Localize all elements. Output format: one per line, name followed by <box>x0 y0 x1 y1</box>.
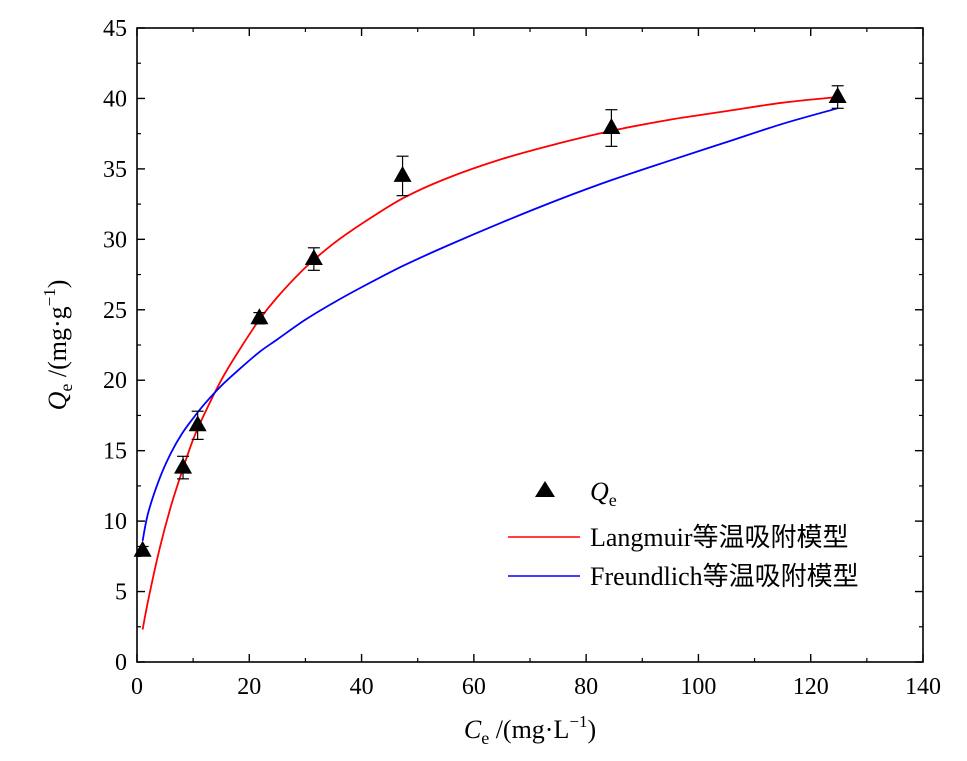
legend-label-freundlich: Freundlich等温吸附模型 <box>590 562 859 591</box>
y-tick-label: 15 <box>103 439 127 465</box>
data-point-triangle <box>304 249 323 266</box>
y-tick-label: 30 <box>103 227 127 253</box>
data-point-triangle <box>250 308 269 325</box>
y-tick-label: 45 <box>103 16 127 42</box>
y-tick-label: 20 <box>103 368 127 394</box>
data-point-triangle <box>393 165 412 182</box>
data-point-triangle <box>602 118 621 135</box>
y-tick-label: 5 <box>115 580 127 606</box>
data-point-triangle <box>828 87 847 104</box>
y-tick-label: 35 <box>103 157 127 183</box>
x-tick-label: 60 <box>462 674 486 700</box>
x-tick-label: 20 <box>237 674 261 700</box>
langmuir-fit-line <box>141 96 838 630</box>
x-tick-label: 40 <box>350 674 374 700</box>
y-tick-label: 0 <box>115 650 127 676</box>
y-tick-label: 10 <box>103 509 127 535</box>
axis-ticks: 0 20 40 60 80 100 120 140 0 5 10 15 20 25 30 35 40 45 <box>103 16 941 700</box>
chart-marks <box>133 85 847 630</box>
y-tick-label: 40 <box>103 86 127 112</box>
legend-label-langmuir: Langmuir等温吸附模型 <box>590 523 849 552</box>
y-tick-label: 25 <box>103 298 127 324</box>
legend-marker-triangle <box>535 481 555 497</box>
x-tick-label: 140 <box>905 674 941 700</box>
x-axis-label: Ce /(mg·L−1) <box>464 712 596 748</box>
legend: Qe Langmuir等温吸附模型 Freundlich等温吸附模型 <box>508 477 859 591</box>
data-point-triangle <box>133 540 152 557</box>
x-tick-label: 100 <box>680 674 716 700</box>
x-tick-label: 0 <box>131 674 143 700</box>
data-point-triangle <box>188 415 207 432</box>
x-tick-label: 80 <box>574 674 598 700</box>
freundlich-fit-line <box>141 107 838 542</box>
y-axis-label: Qe /(mg·g−1) <box>40 280 76 411</box>
legend-label-qe: Qe <box>590 477 617 510</box>
data-point-triangle <box>174 457 193 474</box>
x-tick-label: 120 <box>793 674 829 700</box>
